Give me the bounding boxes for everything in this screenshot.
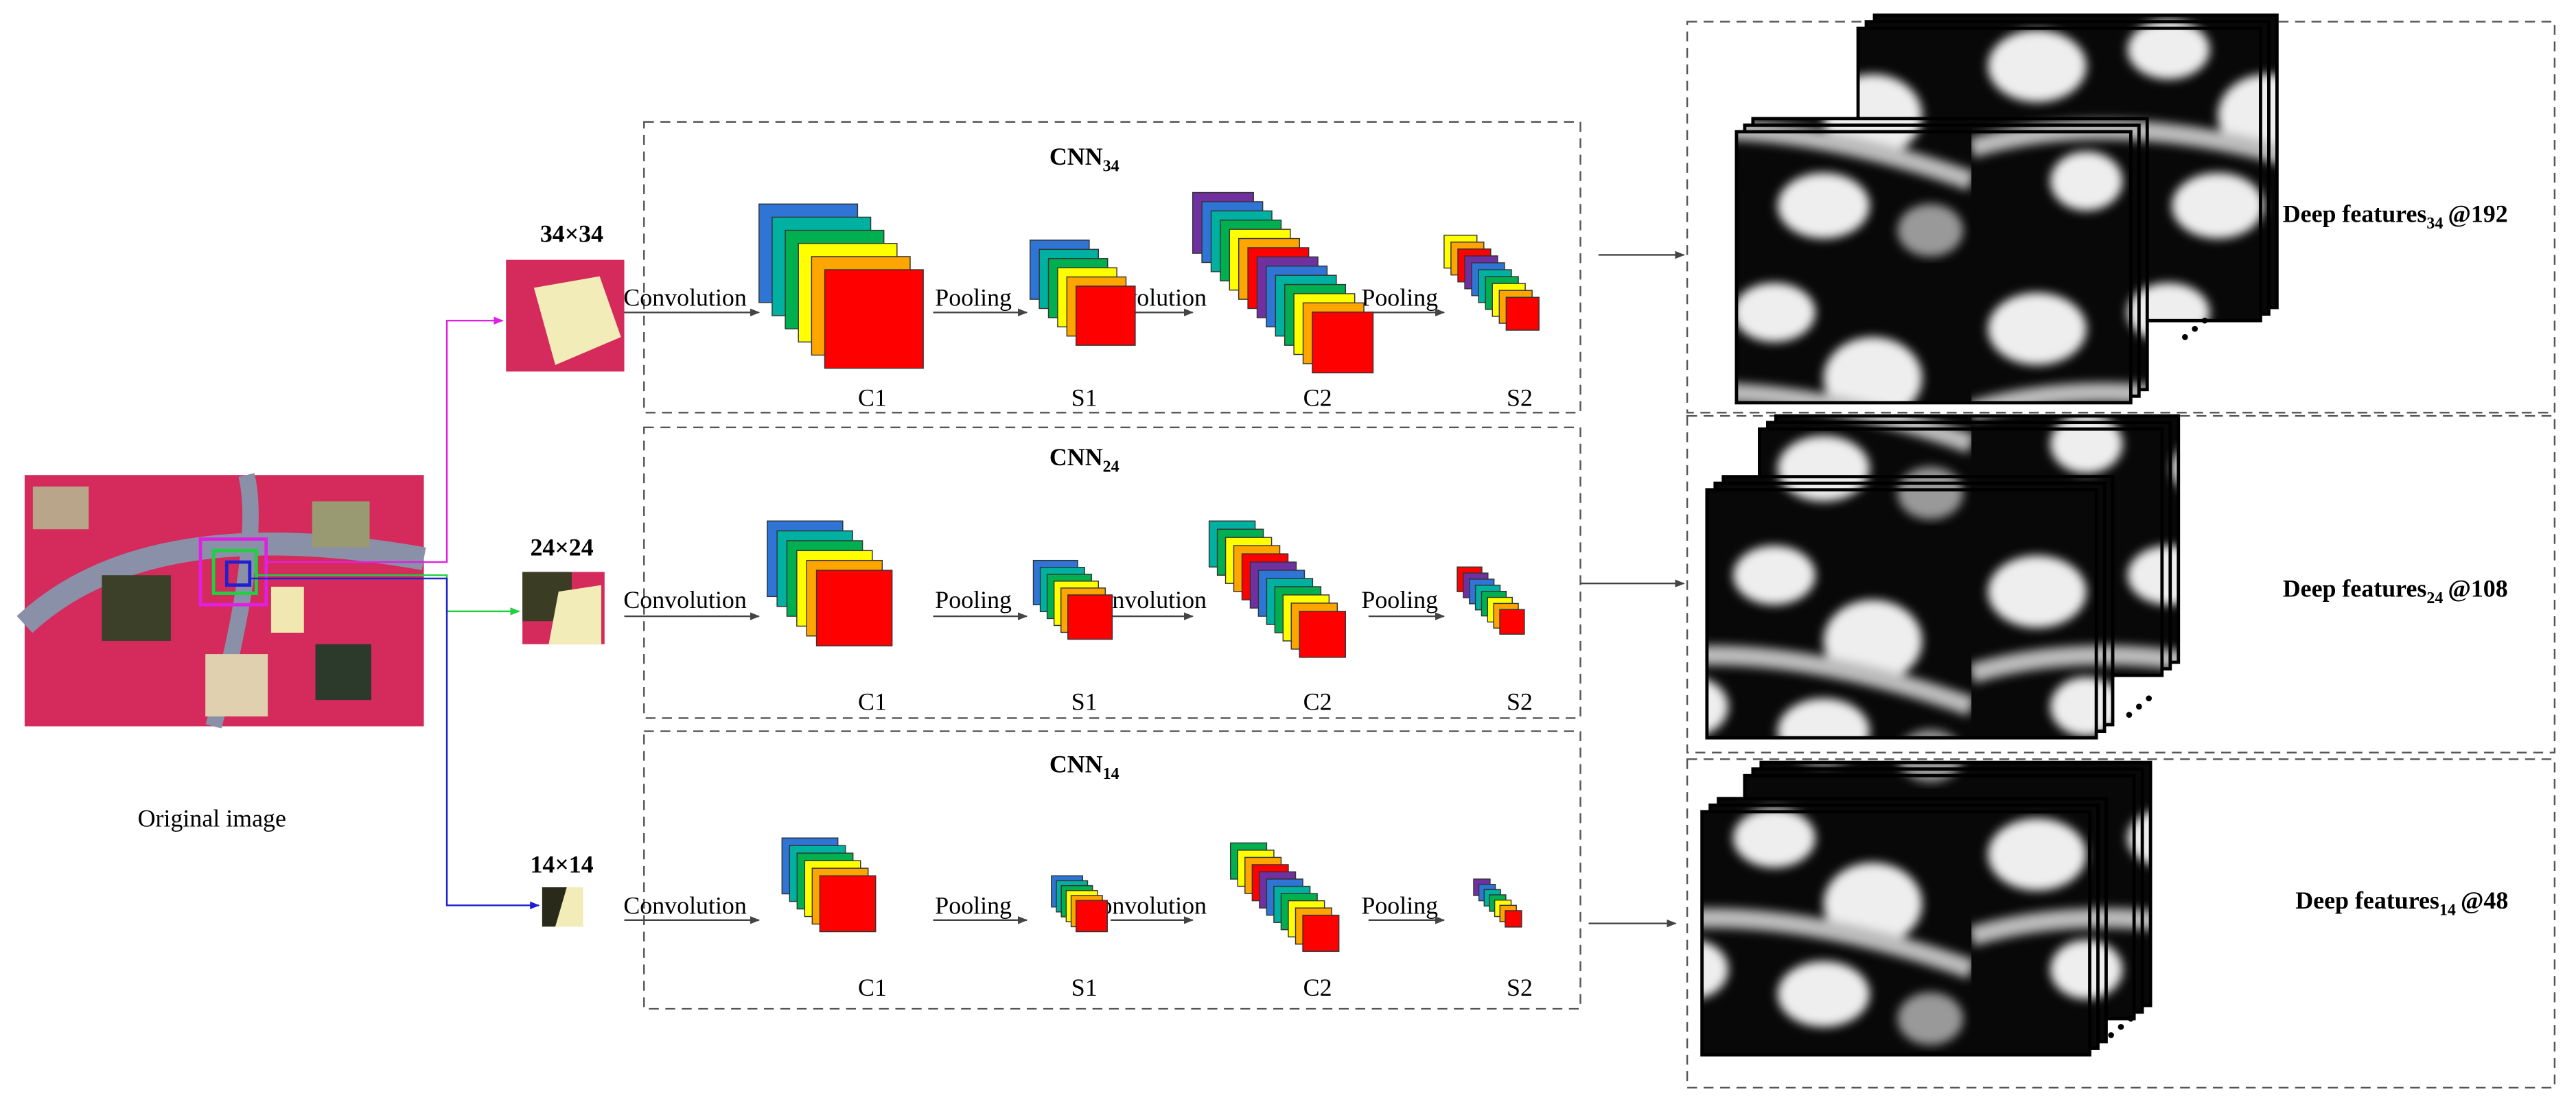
layer-label: S2 xyxy=(1507,688,1533,715)
original-label: Original image xyxy=(138,804,286,832)
layer-label: S2 xyxy=(1507,384,1533,412)
feature-map xyxy=(1076,285,1136,346)
feature-map-stack xyxy=(758,203,924,369)
dot xyxy=(2201,317,2208,324)
features-count: @108 xyxy=(2448,574,2507,602)
layer-label: S1 xyxy=(1071,384,1098,412)
features-count: @48 xyxy=(2461,887,2508,914)
feature-map-stack xyxy=(1230,842,1340,952)
dot xyxy=(2136,703,2142,710)
features-sub: 14 xyxy=(2439,902,2456,920)
branches: CNN3434×34ConvolutionC1PoolingS1Convolut… xyxy=(530,13,2556,1089)
layer-label: C1 xyxy=(858,974,887,1001)
cnn-sub: 14 xyxy=(1103,765,1119,783)
features-name: Deep features xyxy=(2283,574,2427,602)
cnn-box xyxy=(643,426,1581,719)
feature-map-stack xyxy=(1208,520,1346,658)
patch xyxy=(506,259,625,372)
patch-size: 24×24 xyxy=(530,534,593,561)
feature-map xyxy=(1505,296,1540,331)
feature-map-stack xyxy=(1192,191,1374,374)
dot xyxy=(2192,325,2198,332)
features-name: Deep features xyxy=(2283,200,2427,228)
operation-label: Convolution xyxy=(623,891,747,919)
cnn-sub: 34 xyxy=(1103,157,1119,175)
feature-map xyxy=(815,570,893,646)
layer-label: C2 xyxy=(1303,974,1332,1001)
features-sub: 34 xyxy=(2426,215,2443,233)
original-image xyxy=(16,473,426,729)
feature-map-stack xyxy=(1473,878,1522,928)
features-sub: 24 xyxy=(2426,589,2443,607)
connector xyxy=(249,577,540,910)
layer-label: S1 xyxy=(1071,974,1098,1001)
features-label: Deep features24 @108 xyxy=(2283,574,2508,607)
cnn-title: CNN24 xyxy=(1049,443,1119,476)
feature-image-stack xyxy=(1705,475,2115,740)
dot xyxy=(2128,1016,2134,1022)
feature-map xyxy=(1312,312,1374,374)
cnn-box xyxy=(643,121,1581,414)
feature-map-stack xyxy=(1443,235,1540,331)
layer-label: C1 xyxy=(858,384,887,412)
features-count: @192 xyxy=(2448,200,2507,228)
dot xyxy=(2108,1032,2114,1038)
cnn-box xyxy=(643,730,1581,1010)
cnn-sub: 24 xyxy=(1103,458,1119,476)
patch-size: 14×14 xyxy=(530,850,593,878)
cnn-name: CNN xyxy=(1049,750,1103,777)
connector xyxy=(266,316,504,563)
feature-map xyxy=(1302,914,1340,952)
dot xyxy=(2182,334,2188,340)
feature-map xyxy=(819,875,877,933)
cnn-name: CNN xyxy=(1049,443,1103,471)
dot xyxy=(2117,1024,2124,1030)
cnn-title: CNN34 xyxy=(1049,143,1119,176)
features-name: Deep features xyxy=(2295,887,2439,914)
feature-image-stack xyxy=(1700,797,2108,1057)
feature-map xyxy=(1299,611,1346,658)
operation-label: Pooling xyxy=(935,586,1012,613)
layer-label: S2 xyxy=(1507,974,1533,1001)
feature-map xyxy=(824,269,924,369)
dot xyxy=(2126,712,2133,718)
feature-map-stack xyxy=(781,837,877,933)
operation-label: Convolution xyxy=(623,586,747,613)
dot xyxy=(2146,695,2152,702)
feature-map xyxy=(1499,609,1525,635)
patch xyxy=(542,887,583,927)
feature-image xyxy=(1734,130,2133,405)
features-label: Deep features34 @192 xyxy=(2283,200,2508,233)
layer-label: C2 xyxy=(1303,688,1332,715)
layer-label: S1 xyxy=(1071,688,1098,715)
features-box xyxy=(1686,758,2556,1089)
layer-label: C2 xyxy=(1303,384,1332,412)
operation-label: Pooling xyxy=(935,284,1012,312)
feature-map-stack xyxy=(1051,875,1108,933)
layer-label: C1 xyxy=(858,688,887,715)
operation-label: Pooling xyxy=(935,891,1012,919)
feature-image xyxy=(1705,488,2098,740)
cnn-name: CNN xyxy=(1049,143,1103,170)
feature-map-stack xyxy=(1457,566,1525,635)
feature-map xyxy=(1076,900,1108,933)
cnn-title: CNN14 xyxy=(1049,750,1119,783)
feature-map-stack xyxy=(1030,239,1136,346)
patch xyxy=(522,572,605,644)
patch-size: 34×34 xyxy=(540,220,603,247)
operation-label: Pooling xyxy=(1361,891,1438,919)
feature-map xyxy=(1505,910,1522,928)
operation-label: Pooling xyxy=(1361,284,1438,312)
feature-map-stack xyxy=(767,520,893,646)
operation-label: Pooling xyxy=(1361,586,1438,613)
feature-image xyxy=(1700,810,2091,1057)
feature-map xyxy=(1067,594,1113,640)
feature-image-stack xyxy=(1734,117,2149,405)
operation-label: Convolution xyxy=(623,284,747,312)
feature-map-stack xyxy=(1032,559,1113,640)
features-label: Deep features14 @48 xyxy=(2295,887,2508,920)
